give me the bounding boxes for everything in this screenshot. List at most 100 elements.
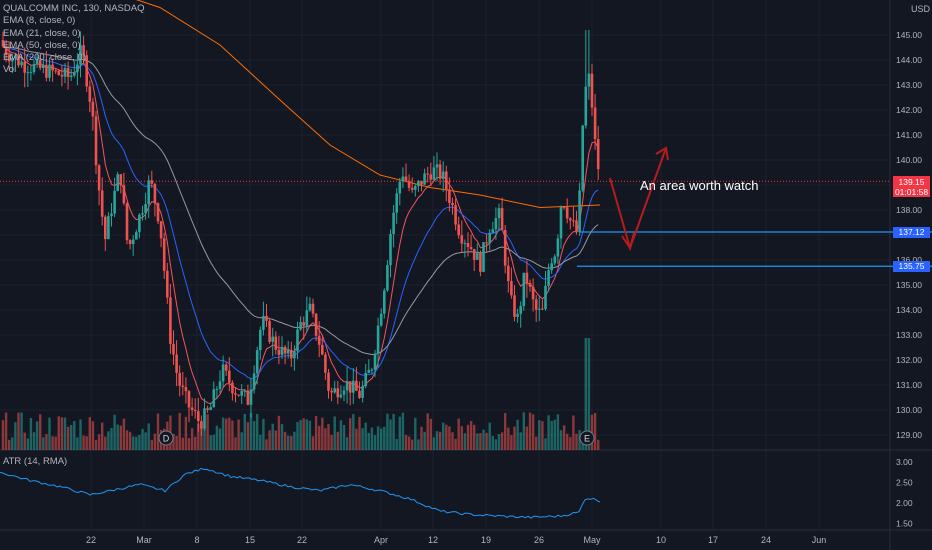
candle-body [426,173,429,175]
legend-ema-50[interactable]: EMA (50, close, 0) [3,39,81,51]
volume-bar [370,427,374,450]
candle-body [311,303,315,314]
volume-bar [107,431,110,450]
scale-currency[interactable]: USD [910,4,930,14]
time-axis-label: 15 [245,535,255,545]
volume-bar [566,433,569,450]
candle-body [66,68,70,78]
volume-bar [29,417,33,450]
atr-line [0,467,601,519]
candle-body [321,344,324,355]
candle-body [138,214,141,233]
volume-bar [525,426,529,450]
candle-body [212,389,216,408]
candle-body [460,235,464,244]
price-axis-label: 140.00 [896,155,922,165]
candle-body [544,285,547,309]
volume-bar [451,432,454,450]
volume-bar [476,433,479,450]
volume-bar [553,419,556,450]
volume-bar [218,428,222,450]
candle-body [457,224,460,236]
candle-body [38,59,42,68]
candle-body [305,310,309,326]
volume-bar [367,432,370,450]
candle-body [538,308,541,310]
volume-bar [116,424,119,450]
candle-body [395,193,398,213]
legend-volume[interactable]: Vol [3,64,17,76]
volume-bar [593,412,597,450]
candle-body [20,61,23,66]
volume-bar [110,427,113,450]
candle-body [352,380,355,393]
volume-bar [45,434,48,450]
volume-bar [8,439,11,450]
candle-body [262,315,265,330]
price-axis-label: 142.00 [896,105,922,115]
candle-body [11,58,14,62]
candle-body [97,165,101,191]
time-axis-label: 22 [86,535,96,545]
candle-body [364,372,367,387]
volume-bar [345,437,349,450]
candle-body [85,55,88,87]
volume-bar [206,414,209,450]
time-axis-label: 10 [656,535,666,545]
candle-body [417,180,420,187]
volume-bar [51,436,54,450]
volume-bar [97,434,101,450]
price-axis-label: 138.00 [896,205,922,215]
candle-body [556,238,560,257]
candle-body [541,308,544,310]
candle-body [128,240,132,245]
candle-body [562,206,566,208]
legend-ema-8[interactable]: EMA (8, close, 0) [3,15,76,27]
volume-bar [373,435,377,450]
legend-symbol[interactable]: QUALCOMM INC, 130, NASDAQ [3,3,145,14]
chart-annotation-text[interactable]: An area worth watch [640,178,759,193]
candle-body [156,203,160,222]
candle-body [463,243,467,245]
time-axis-label: Jun [812,535,827,545]
volume-bar [178,412,181,450]
candle-body [203,408,206,429]
candle-body [404,176,408,181]
candle-body [234,393,237,395]
volume-bar [190,428,194,450]
volume-bar [488,422,491,450]
volume-bar [302,418,305,450]
candle-body [590,73,594,108]
volume-bar [314,416,318,450]
candle-body [441,171,445,179]
volume-bar [535,436,538,450]
candle-body [420,180,423,185]
candle-body [246,390,250,405]
volume-bar [277,415,281,450]
candle-body [153,183,157,204]
volume-bar [398,416,401,450]
candle-body [336,388,340,398]
volume-bar [342,424,346,450]
volume-bar [147,423,150,450]
atr-axis-label: 2.50 [896,478,913,488]
volume-bar [457,418,460,450]
volume-bar [1,420,5,450]
candle-body [547,270,550,286]
legend-ema-21[interactable]: EMA (21, close, 0) [3,27,81,39]
candle-body [113,190,116,214]
volume-bar [187,438,191,450]
legend-ema-200[interactable]: EMA (200, close, 0) [3,52,86,64]
candle-body [578,190,581,233]
candle-body [249,389,253,405]
candle-body [596,139,600,170]
volume-bar [101,422,104,450]
volume-bar [268,430,271,450]
volume-bar [308,420,312,450]
candle-body [429,174,433,180]
volume-bar [32,432,36,450]
volume-bar [395,439,398,450]
earnings-marker [579,430,595,446]
legend-atr[interactable]: ATR (14, RMA) [3,456,68,467]
